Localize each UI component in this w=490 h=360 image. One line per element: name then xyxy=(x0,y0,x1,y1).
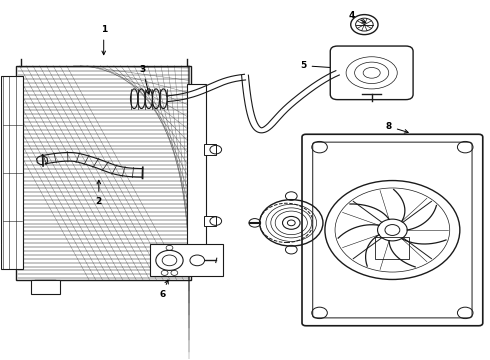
Text: 5: 5 xyxy=(300,61,353,71)
Text: 2: 2 xyxy=(96,180,102,206)
Bar xyxy=(203,216,216,226)
Text: 4: 4 xyxy=(349,11,366,23)
Text: 3: 3 xyxy=(140,65,150,94)
Text: 7: 7 xyxy=(315,215,321,224)
FancyBboxPatch shape xyxy=(302,134,483,326)
Text: 8: 8 xyxy=(386,122,408,133)
Bar xyxy=(187,84,206,262)
Bar xyxy=(30,280,60,294)
Bar xyxy=(0,87,1,102)
Text: 6: 6 xyxy=(159,280,169,299)
Text: 1: 1 xyxy=(100,26,107,55)
Bar xyxy=(1,76,24,269)
Bar xyxy=(375,237,410,258)
Bar xyxy=(16,66,192,280)
FancyBboxPatch shape xyxy=(313,142,472,318)
Bar xyxy=(0,244,1,258)
Bar xyxy=(203,144,216,155)
Bar xyxy=(150,244,223,276)
FancyBboxPatch shape xyxy=(330,46,413,100)
